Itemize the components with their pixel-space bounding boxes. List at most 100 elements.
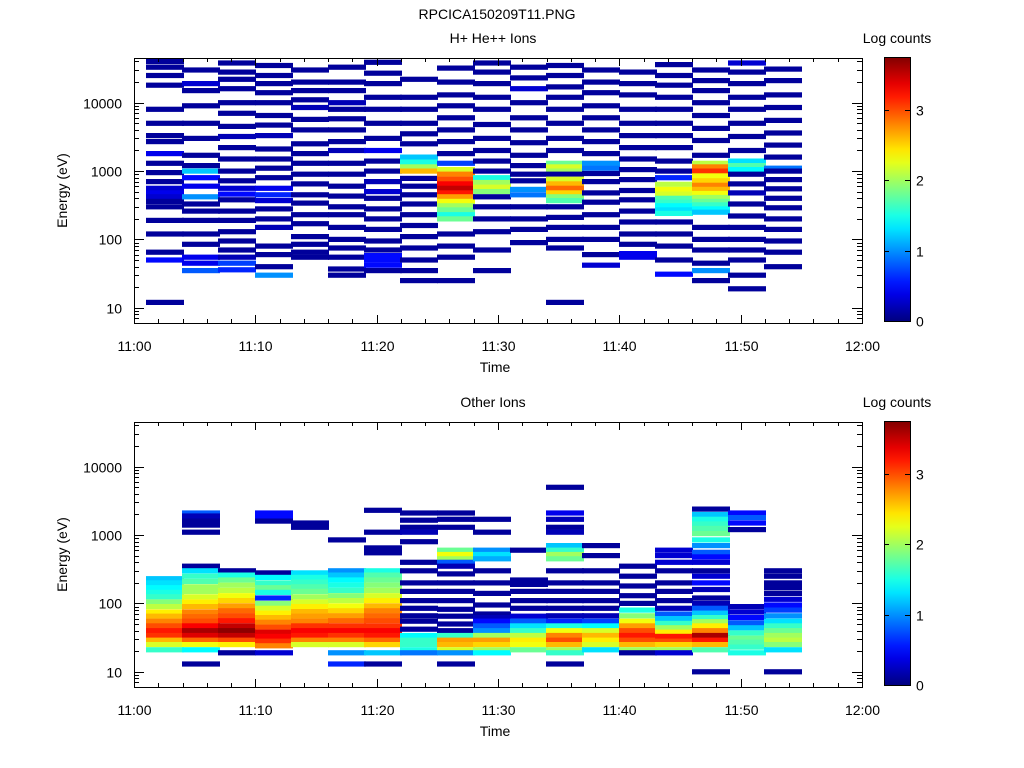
heatmap-cell	[146, 194, 184, 200]
x-tick-label: 11:10	[239, 338, 273, 354]
heatmap-cell	[255, 638, 293, 644]
heatmap-cell	[218, 133, 256, 140]
heatmap-cell	[546, 650, 584, 656]
heatmap-cell	[328, 608, 366, 614]
heatmap-cell	[473, 628, 511, 634]
heatmap-cell	[437, 243, 475, 249]
heatmap-cell	[546, 198, 584, 204]
heatmap-cell	[437, 661, 475, 667]
heatmap-cell	[146, 257, 184, 263]
heatmap-cell	[255, 175, 293, 181]
heatmap-cell	[255, 243, 293, 249]
heatmap-cell	[619, 637, 657, 643]
heatmap-cell	[692, 125, 730, 131]
heatmap-cell	[328, 193, 366, 199]
heatmap-cell	[182, 614, 220, 620]
heatmap-cell	[546, 516, 584, 522]
heatmap-cell	[582, 212, 620, 218]
heatmap-cell	[764, 573, 802, 579]
heatmap-cell	[582, 190, 620, 196]
heatmap-cell	[291, 520, 329, 526]
colorbar-tick-label: 3	[916, 103, 924, 119]
heatmap-cell	[510, 598, 548, 604]
heatmap-cell	[728, 190, 766, 196]
heatmap-cell	[255, 610, 293, 616]
heatmap-cell	[619, 618, 657, 624]
heatmap-cell	[255, 600, 293, 606]
heatmap-cell	[400, 632, 438, 639]
heatmap-cell	[291, 79, 329, 85]
heatmap-cell	[655, 642, 693, 648]
heatmap-cell	[473, 168, 511, 174]
heatmap-cell	[182, 522, 220, 528]
heatmap-cell	[291, 104, 329, 111]
heatmap-cell	[619, 647, 657, 653]
heatmap-cell	[692, 202, 730, 208]
heatmap-cell	[146, 160, 184, 166]
heatmap-cell	[582, 568, 620, 574]
heatmap-cell	[619, 167, 657, 173]
heatmap-cell	[364, 135, 402, 141]
heatmap-cell	[291, 570, 329, 576]
heatmap-cell	[255, 192, 293, 198]
heatmap-cell	[510, 64, 548, 70]
heatmap-cell	[182, 217, 220, 223]
heatmap-cell	[510, 547, 548, 553]
heatmap-cell	[437, 613, 475, 619]
heatmap-cell	[619, 231, 657, 237]
heatmap-cell	[146, 580, 184, 586]
heatmap-cell	[255, 580, 293, 586]
heatmap-cell	[328, 628, 366, 634]
heatmap-cell	[728, 650, 766, 656]
heatmap-cell	[692, 247, 730, 253]
heatmap-cell	[400, 559, 438, 565]
heatmap-cell	[692, 573, 730, 579]
heatmap-cell	[218, 145, 256, 151]
heatmap-cell	[728, 286, 766, 292]
heatmap-cell	[546, 224, 584, 230]
heatmap-cell	[546, 547, 584, 553]
heatmap-cell	[655, 568, 693, 574]
heatmap-cell	[692, 209, 730, 215]
heatmap-cell	[510, 632, 548, 639]
heatmap-cell	[437, 516, 475, 522]
heatmap-cell	[437, 231, 475, 237]
heatmap-cell	[182, 578, 220, 584]
heatmap-cell	[546, 194, 584, 200]
heatmap-cell	[437, 167, 475, 173]
y-tick-label: 10000	[83, 96, 122, 112]
heatmap-cell	[692, 632, 730, 639]
heatmap-cell	[218, 608, 256, 614]
heatmap-cell	[582, 628, 620, 634]
heatmap-cell	[692, 628, 730, 634]
heatmap-cell	[510, 637, 548, 643]
heatmap-cell	[437, 628, 475, 634]
heatmap-cell	[692, 78, 730, 84]
heatmap-cell	[728, 120, 766, 126]
heatmap-cell	[291, 574, 329, 580]
heatmap-cell	[692, 619, 730, 625]
heatmap-cell	[146, 618, 184, 624]
heatmap-cell	[437, 92, 475, 98]
heatmap-cell	[582, 79, 620, 85]
heatmap-cell	[146, 249, 184, 255]
heatmap-cell	[364, 628, 402, 634]
heatmap-cell	[400, 588, 438, 594]
heatmap-cell	[728, 639, 766, 645]
heatmap-cell	[582, 160, 620, 166]
x-tick-label: 11:50	[725, 702, 759, 718]
heatmap-cell	[146, 204, 184, 210]
heatmap-cell	[692, 190, 730, 197]
heatmap-cell	[619, 607, 657, 613]
heatmap-cell	[546, 598, 584, 604]
heatmap-cell	[182, 510, 220, 516]
heatmap-cell	[546, 135, 584, 141]
heatmap-cell	[546, 637, 584, 643]
heatmap-cell	[437, 127, 475, 133]
heatmap-cell	[364, 158, 402, 164]
heatmap-cell	[182, 135, 220, 141]
heatmap-cell	[619, 600, 657, 606]
heatmap-cell	[146, 604, 184, 610]
colorbar-tick-label: 0	[916, 314, 924, 330]
heatmap-cell	[182, 647, 220, 653]
